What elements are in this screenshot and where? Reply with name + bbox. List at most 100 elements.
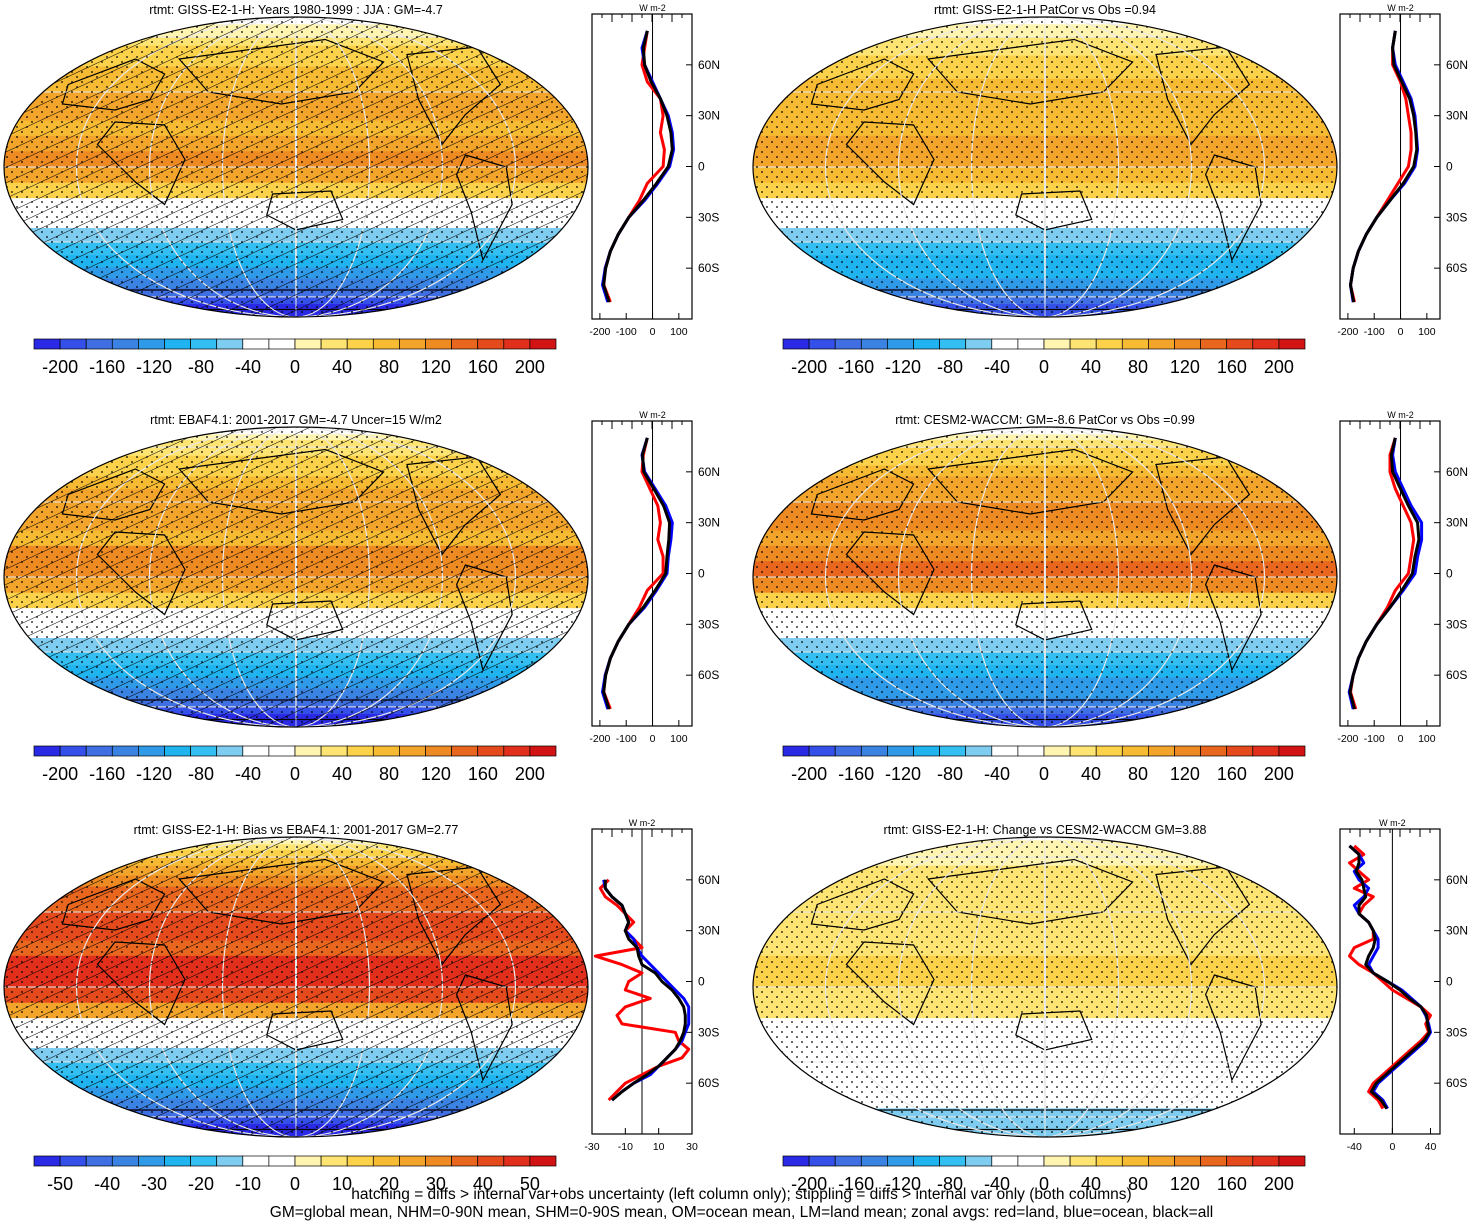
y-tick-label: 30S (1446, 1025, 1467, 1039)
colorbar-tick-label: -120 (885, 764, 921, 784)
colorbar-swatch (887, 745, 914, 757)
y-tick-label: 0 (698, 160, 705, 174)
colorbar-swatch (268, 745, 296, 757)
colorbar-swatch (425, 1155, 452, 1167)
colorbar-tick-label: -160 (89, 764, 125, 784)
map (4, 427, 588, 727)
x-tick-label: -100 (1364, 733, 1385, 745)
colorbar-swatch (111, 745, 139, 757)
colorbar-tick-label: -40 (984, 357, 1010, 377)
x-tick-label: 40 (1425, 1141, 1437, 1153)
colorbar-swatch (451, 338, 479, 350)
map-title: rtmt: GISS-E2-1-H: Change vs CESM2-WACCM… (884, 823, 1207, 837)
colorbar-tick-label: 40 (332, 357, 352, 377)
colorbar-tick-label: 40 (1081, 764, 1101, 784)
x-tick-label: -200 (589, 733, 610, 745)
x-tick-label: 0 (1398, 326, 1404, 338)
colorbar: -200 -160 -120 -80 -40 0 40 80 120 160 200 (782, 1155, 1306, 1194)
colorbar: -200 -160 -120 -80 -40 0 40 80 120 160 200 (782, 338, 1306, 377)
y-tick-label: 60N (1446, 58, 1468, 72)
colorbar-tick-label: 200 (1264, 1174, 1294, 1194)
map-border (752, 16, 1338, 318)
colorbar-swatch (451, 1155, 479, 1167)
colorbar-tick-label: -160 (838, 764, 874, 784)
colorbar-tick-label: 0 (290, 764, 300, 784)
colorbar-swatch (425, 338, 452, 350)
colorbar-swatch (1121, 745, 1149, 757)
colorbar-tick-label: 80 (1128, 764, 1148, 784)
colorbar-swatch (782, 338, 810, 350)
colorbar-swatch (782, 1155, 810, 1167)
colorbar-swatch (939, 1155, 967, 1167)
colorbar-tick-label: 200 (515, 764, 545, 784)
colorbar-swatch (529, 745, 557, 757)
stippling (753, 17, 1337, 317)
colorbar-tick-label: 0 (290, 357, 300, 377)
colorbar-swatch (1148, 338, 1175, 350)
colorbar-tick-label: -200 (791, 357, 827, 377)
stippling (753, 837, 1337, 1137)
colorbar-tick-label: 40 (1081, 357, 1101, 377)
colorbar-swatch (1017, 338, 1045, 350)
colorbar-swatch (1043, 1155, 1071, 1167)
series-line-all (1348, 437, 1421, 710)
colorbar-swatch (268, 1155, 296, 1167)
colorbar-swatch (913, 1155, 940, 1167)
colorbar-tick-label: 120 (1170, 357, 1200, 377)
colorbar-tick-label: 160 (1217, 764, 1247, 784)
colorbar-swatch (164, 745, 191, 757)
x-tick-label: 100 (1418, 733, 1436, 745)
unit-label: W m-2 (639, 3, 666, 13)
colorbar-swatch (503, 1155, 531, 1167)
x-tick-label: 0 (650, 326, 656, 338)
colorbar-swatch (399, 338, 426, 350)
profile-frame (1339, 13, 1441, 320)
colorbar-swatch (1148, 1155, 1175, 1167)
colorbar-swatch (216, 1155, 244, 1167)
colorbar-swatch (1121, 1155, 1149, 1167)
y-tick-label: 30N (1446, 924, 1468, 938)
colorbar-swatch (1174, 1155, 1201, 1167)
footnote-line-1: hatching = diffs > internal var+obs unce… (351, 1186, 1132, 1203)
y-tick-label: 60S (1446, 1076, 1467, 1090)
colorbar-tick-label: 0 (290, 1174, 300, 1194)
colorbar-swatch (111, 338, 139, 350)
y-tick-label: 60S (1446, 261, 1467, 275)
y-tick-label: 30N (698, 924, 720, 938)
colorbar-tick-label: 160 (468, 764, 498, 784)
colorbar-tick-label: -120 (136, 357, 172, 377)
colorbar-tick-label: 80 (1128, 357, 1148, 377)
colorbar-tick-label: 20 (379, 1174, 399, 1194)
colorbar-tick-label: -50 (47, 1174, 73, 1194)
colorbar-tick-label: 120 (1170, 764, 1200, 784)
hatching (4, 427, 588, 727)
colorbar-swatch (860, 1155, 888, 1167)
zonal-profile: W m-2 -40 0 40 60N 30N 0 30S 60S (1339, 818, 1468, 1153)
colorbar-swatch (399, 745, 426, 757)
colorbar-tick-label: -80 (937, 357, 963, 377)
y-tick-label: 60S (1446, 668, 1467, 682)
map-title: rtmt: GISS-E2-1-H: Years 1980-1999 : JJA… (149, 3, 443, 17)
series-line-land (593, 878, 691, 1102)
map (753, 837, 1337, 1137)
colorbar-swatch (425, 745, 452, 757)
zonal-profile: W m-2 -200 -100 0 100 60N 30N 0 30S 60S (1337, 3, 1468, 338)
colorbar-swatch (85, 745, 113, 757)
map-border (752, 836, 1338, 1138)
colorbar-swatch (190, 1155, 218, 1167)
series-line-all (603, 879, 687, 1102)
colorbar-swatch (834, 1155, 862, 1167)
colorbar-tick-label: 160 (1217, 1174, 1247, 1194)
colorbar-swatch (346, 338, 374, 350)
colorbar-tick-label: -40 (984, 1174, 1010, 1194)
colorbar-tick-label: 200 (1264, 357, 1294, 377)
colorbar-swatch (1095, 338, 1123, 350)
colorbar-tick-label: 80 (379, 357, 399, 377)
y-tick-label: 60S (698, 1076, 719, 1090)
colorbar-swatch (242, 1155, 270, 1167)
colorbar-tick-label: 200 (515, 357, 545, 377)
colorbar-swatch (834, 745, 862, 757)
colorbar-swatch (1278, 1155, 1306, 1167)
colorbar-swatch (1095, 745, 1123, 757)
colorbar-tick-label: 200 (1264, 764, 1294, 784)
